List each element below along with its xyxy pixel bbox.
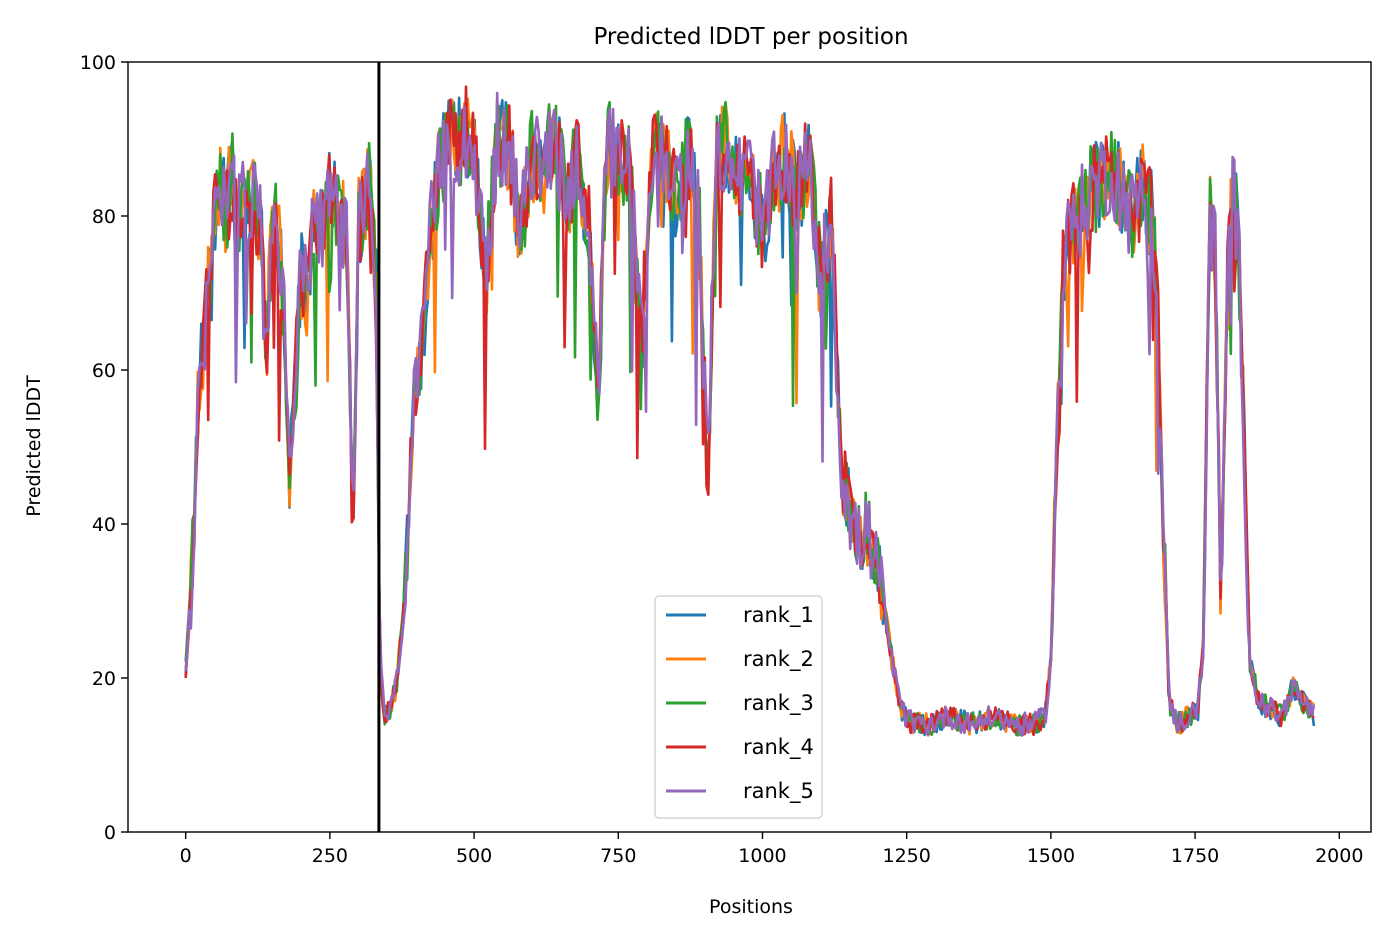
- y-tick-label: 0: [104, 822, 116, 844]
- legend: rank_1 rank_2 rank_3 rank_4 rank_5: [654, 595, 823, 819]
- x-axis-label: Positions: [709, 896, 793, 918]
- y-axis-label: Predicted lDDT: [23, 375, 45, 517]
- chart-title: Predicted lDDT per position: [593, 24, 908, 50]
- x-tick-label: 250: [312, 845, 348, 867]
- x-tick-label: 1250: [882, 845, 930, 867]
- y-tick-label: 40: [92, 514, 116, 536]
- x-tick-label: 750: [600, 845, 636, 867]
- x-tick-label: 1500: [1027, 845, 1075, 867]
- x-tick-label: 1000: [738, 845, 786, 867]
- x-tick-label: 500: [456, 845, 492, 867]
- y-tick-label: 60: [92, 360, 116, 382]
- legend-label-rank_5: rank_5: [743, 779, 814, 804]
- series-line-rank_5: [184, 91, 1316, 737]
- y-tick-label: 20: [92, 668, 116, 690]
- legend-label-rank_4: rank_4: [743, 735, 814, 760]
- x-tick-label: 0: [180, 845, 192, 867]
- y-tick-label: 80: [92, 206, 116, 228]
- series-group: [184, 85, 1316, 737]
- legend-label-rank_3: rank_3: [743, 691, 814, 716]
- legend-label-rank_2: rank_2: [743, 647, 814, 672]
- legend-box: [654, 595, 823, 819]
- axis-ticks: 0 250 500 750 1000 1250 1500 1750 2000 0 20 40 60 80 1…: [80, 52, 1364, 867]
- x-tick-label: 1750: [1171, 845, 1219, 867]
- y-tick-label: 100: [80, 52, 116, 74]
- plot-frame: [127, 61, 1372, 833]
- legend-label-rank_1: rank_1: [743, 603, 814, 628]
- x-tick-label: 2000: [1315, 845, 1363, 867]
